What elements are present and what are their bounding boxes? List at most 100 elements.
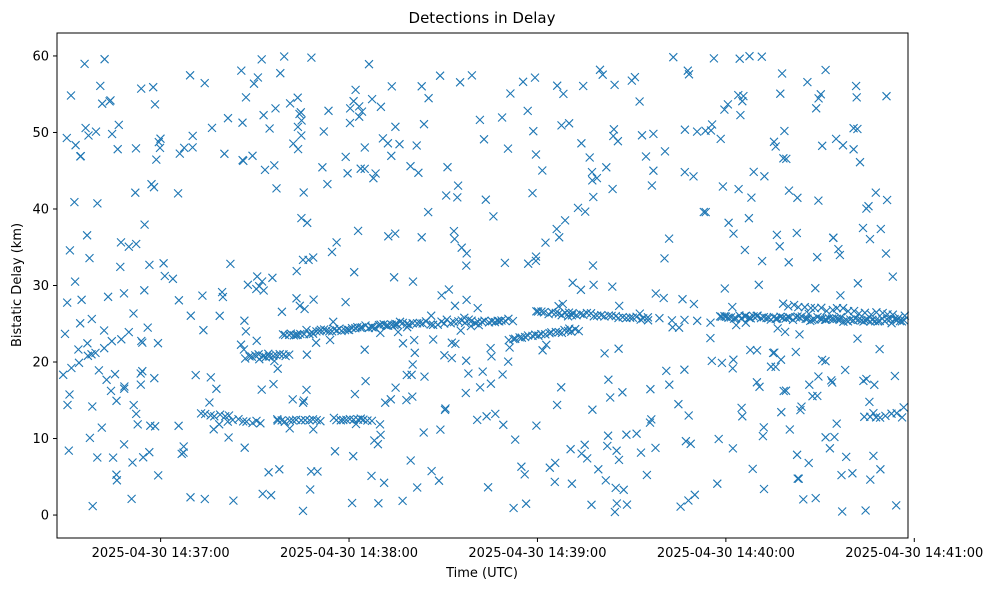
detection-point bbox=[498, 370, 507, 379]
detection-point bbox=[752, 377, 762, 387]
detection-point bbox=[114, 120, 124, 130]
detection-point bbox=[473, 303, 483, 313]
detection-point bbox=[265, 124, 274, 133]
detection-point bbox=[325, 335, 335, 345]
detection-point bbox=[636, 448, 646, 457]
detection-point bbox=[589, 280, 598, 290]
detection-point bbox=[186, 492, 195, 502]
detection-point bbox=[257, 55, 267, 64]
detection-point bbox=[827, 378, 837, 387]
detection-point bbox=[611, 311, 621, 321]
detection-point bbox=[302, 218, 312, 228]
detection-point bbox=[284, 350, 294, 359]
detection-point bbox=[578, 81, 588, 91]
detection-point bbox=[865, 234, 875, 244]
detection-point bbox=[664, 380, 674, 390]
x-tick-label: 2025-04-30 14:41:00 bbox=[845, 546, 983, 561]
detection-point bbox=[717, 358, 727, 368]
detection-point bbox=[272, 350, 281, 360]
detection-point bbox=[497, 316, 506, 325]
detection-point bbox=[106, 386, 116, 396]
detection-point bbox=[655, 313, 664, 323]
plot-frame bbox=[56, 32, 909, 539]
detection-point bbox=[852, 93, 862, 102]
detection-point bbox=[127, 494, 136, 504]
detection-point bbox=[855, 157, 865, 167]
detection-point bbox=[434, 476, 444, 486]
detection-point bbox=[828, 233, 838, 243]
detection-point bbox=[298, 398, 308, 408]
detection-point bbox=[832, 419, 842, 428]
detection-point bbox=[550, 458, 560, 468]
detection-point bbox=[649, 129, 658, 139]
detection-point bbox=[588, 261, 598, 270]
detection-point bbox=[380, 398, 390, 408]
detection-point bbox=[552, 81, 562, 91]
detection-point bbox=[443, 162, 452, 172]
detection-point bbox=[554, 232, 564, 242]
detection-point bbox=[551, 308, 561, 318]
detection-point bbox=[119, 440, 129, 449]
detection-point bbox=[408, 360, 418, 369]
detection-point bbox=[426, 320, 436, 329]
detection-point bbox=[497, 113, 507, 122]
detection-point bbox=[582, 308, 592, 318]
detection-point bbox=[612, 499, 622, 508]
detection-point bbox=[737, 411, 747, 421]
detection-point bbox=[849, 144, 858, 154]
detection-point bbox=[680, 167, 690, 177]
detection-point bbox=[869, 380, 879, 390]
detection-point bbox=[136, 380, 146, 389]
detection-point bbox=[464, 369, 473, 378]
detection-point bbox=[875, 344, 884, 354]
detection-point bbox=[462, 295, 471, 305]
detection-point bbox=[508, 316, 518, 326]
detection-point bbox=[408, 277, 418, 286]
detection-point bbox=[568, 278, 578, 288]
detection-point bbox=[149, 373, 159, 383]
detection-point bbox=[771, 142, 781, 151]
detection-point bbox=[747, 193, 756, 202]
detection-point bbox=[757, 256, 767, 266]
detection-point bbox=[478, 367, 488, 376]
detection-point bbox=[299, 396, 309, 405]
detection-point bbox=[646, 384, 655, 394]
detection-point bbox=[367, 416, 377, 426]
detection-point bbox=[427, 466, 436, 476]
detection-point bbox=[288, 139, 298, 148]
detection-point bbox=[410, 348, 420, 358]
detection-point bbox=[793, 302, 803, 312]
detection-point bbox=[598, 70, 608, 80]
detection-point bbox=[99, 343, 109, 353]
detection-point bbox=[510, 435, 520, 444]
detection-point bbox=[58, 370, 68, 380]
detection-point bbox=[816, 89, 826, 99]
detection-point bbox=[65, 390, 74, 399]
detection-point bbox=[604, 375, 613, 385]
detection-point bbox=[588, 192, 598, 202]
detection-point bbox=[128, 458, 137, 467]
detection-point bbox=[220, 149, 229, 159]
detection-point bbox=[486, 343, 495, 353]
detection-point bbox=[595, 65, 605, 75]
detection-point bbox=[367, 94, 377, 104]
detection-point bbox=[686, 439, 696, 449]
detection-point bbox=[407, 370, 416, 380]
detection-point bbox=[609, 124, 619, 134]
detection-point bbox=[900, 311, 910, 321]
detection-point bbox=[871, 412, 881, 422]
detection-point bbox=[890, 371, 900, 381]
detection-point bbox=[159, 258, 168, 268]
detection-point bbox=[882, 195, 892, 205]
detection-point bbox=[199, 325, 208, 335]
detection-point bbox=[113, 144, 123, 154]
detection-point bbox=[345, 104, 355, 113]
detection-point bbox=[308, 415, 318, 424]
detection-point bbox=[588, 405, 597, 415]
detection-point bbox=[490, 409, 500, 419]
detection-point bbox=[285, 424, 295, 433]
y-tick-label: 20 bbox=[32, 356, 49, 371]
detection-point bbox=[108, 453, 118, 462]
y-tick-label: 60 bbox=[32, 49, 49, 64]
